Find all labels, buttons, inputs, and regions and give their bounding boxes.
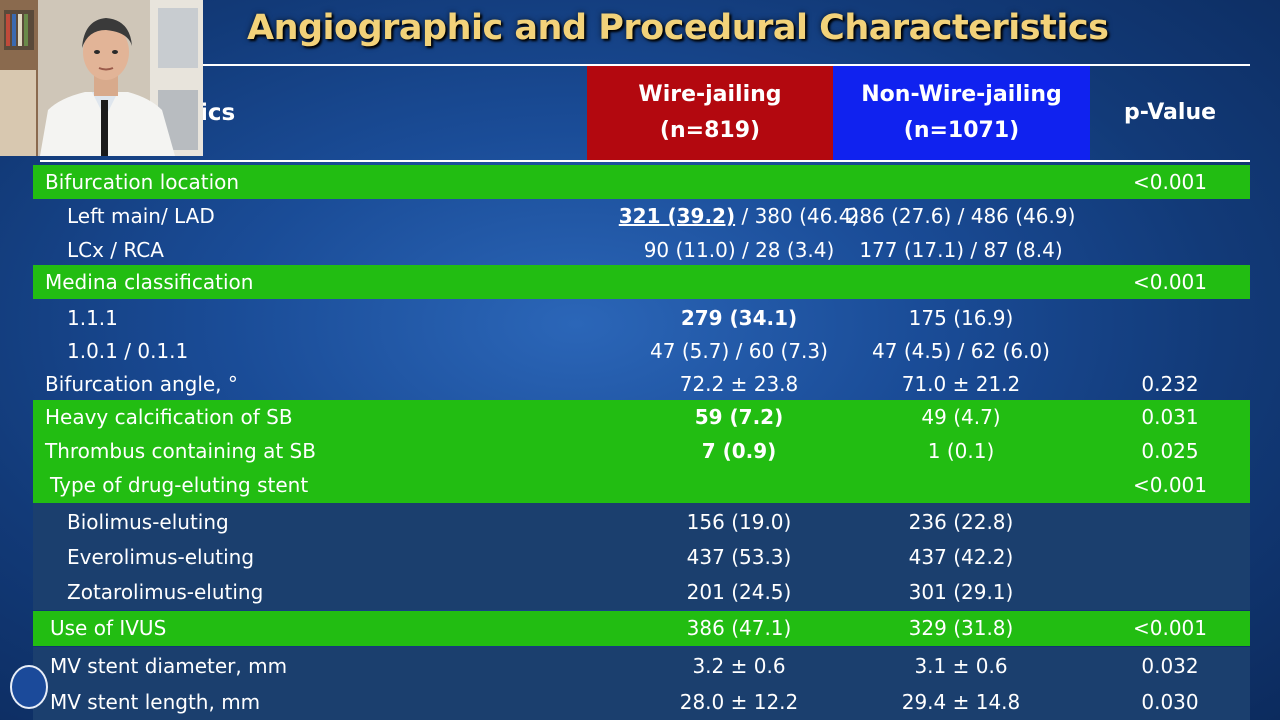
row-non-value: 3.1 ± 0.6 [914,654,1008,678]
table-row: Use of IVUS 386 (47.1) 329 (31.8) <0.001 [33,611,1250,646]
row-p-value: <0.001 [1132,473,1207,497]
row-label: Zotarolimus-eluting [67,580,264,604]
row-wire-value: 90 (11.0) / 28 (3.4) [643,238,835,262]
row-p-value: 0.025 [1141,439,1199,463]
row-non-value: 47 (4.5) / 62 (6.0) [872,339,1050,363]
row-p-value: 0.030 [1141,690,1199,714]
row-non-value: 71.0 ± 21.2 [901,372,1021,396]
row-non-value: 175 (16.9) [908,306,1014,330]
institution-logo [10,665,48,709]
row-non-value: 437 (42.2) [908,545,1014,569]
row-p-value: <0.001 [1132,170,1207,194]
row-label: Bifurcation angle, ° [45,372,238,396]
table-row: Medina classification <0.001 [33,265,1250,299]
table-row: 1.0.1 / 0.1.1 47 (5.7) / 60 (7.3) 47 (4.… [33,334,1250,368]
row-wire-value: 72.2 ± 23.8 [679,372,799,396]
table-row-group: MV stent diameter, mm 3.2 ± 0.6 3.1 ± 0.… [33,647,1250,720]
row-p-value: 0.032 [1141,654,1199,678]
row-label: 1.1.1 [67,306,118,330]
slide-title: Angiographic and Procedural Characterist… [247,8,1109,48]
row-p-value: 0.232 [1141,372,1199,396]
row-wire-value: 386 (47.1) [686,616,792,640]
row-wire-value: 7 (0.9) [701,439,777,463]
table-row: Heavy calcification of SB 59 (7.2) 49 (4… [33,400,1250,434]
table-row: 1.1.1 279 (34.1) 175 (16.9) [33,301,1250,335]
row-label: MV stent diameter, mm [50,654,288,678]
row-wire-value: 437 (53.3) [686,545,792,569]
header-non-n: (n=1071) [903,118,1020,143]
row-non-value: 329 (31.8) [908,616,1014,640]
row-label: Thrombus containing at SB [45,439,316,463]
table-row: MV stent length, mm 28.0 ± 12.2 29.4 ± 1… [33,684,1250,720]
header-non-wire-jailing: Non-Wire-jailing (n=1071) [833,66,1090,160]
row-label: LCx / RCA [67,238,164,262]
header-characteristics-label: ics [200,100,236,126]
row-wire-value: 321 (39.2) / 380 (46.4) [593,199,885,233]
row-wire-value: 3.2 ± 0.6 [692,654,786,678]
row-p-value: <0.001 [1132,616,1207,640]
table-row: Zotarolimus-eluting 201 (24.5) 301 (29.1… [33,575,1250,610]
row-label: 1.0.1 / 0.1.1 [67,339,189,363]
row-label: Type of drug-eluting stent [50,473,309,497]
row-wire-value-rest: / 380 (46.4) [735,204,860,228]
header-wire-n: (n=819) [659,118,761,143]
header-top-rule [40,64,1250,66]
row-non-value: 1 (0.1) [927,439,995,463]
table-row: Bifurcation location <0.001 [33,165,1250,199]
header-p-value: p-Value [1090,66,1250,160]
table-row: LCx / RCA 90 (11.0) / 28 (3.4) 177 (17.1… [33,233,1250,267]
row-wire-value-highlight: 321 (39.2) [618,204,736,228]
table-row: Biolimus-eluting 156 (19.0) 236 (22.8) [33,505,1250,540]
table-row-group: Heavy calcification of SB 59 (7.2) 49 (4… [33,400,1250,468]
table-row: Bifurcation angle, ° 72.2 ± 23.8 71.0 ± … [33,367,1250,401]
row-wire-value: 201 (24.5) [686,580,792,604]
header-p-label: p-Value [1123,100,1217,125]
header-wire-jailing: Wire-jailing (n=819) [587,66,833,160]
table-row: MV stent diameter, mm 3.2 ± 0.6 3.1 ± 0.… [33,648,1250,684]
presenter-webcam-video [0,0,203,156]
row-non-value: 49 (4.7) [921,405,1001,429]
presenter-image [0,0,203,156]
table-row: Thrombus containing at SB 7 (0.9) 1 (0.1… [33,434,1250,468]
row-non-value: 236 (22.8) [908,510,1014,534]
table-row: Everolimus-eluting 437 (53.3) 437 (42.2) [33,540,1250,575]
header-non-title: Non-Wire-jailing [861,82,1062,107]
row-label: Heavy calcification of SB [45,405,293,429]
row-wire-value: 59 (7.2) [694,405,784,429]
table-row-group: Biolimus-eluting 156 (19.0) 236 (22.8) E… [33,503,1250,610]
row-wire-value: 47 (5.7) / 60 (7.3) [650,339,828,363]
row-label: Use of IVUS [50,616,167,640]
row-non-value: 286 (27.6) / 486 (46.9) [846,204,1076,228]
row-p-value: 0.031 [1141,405,1199,429]
row-label: MV stent length, mm [50,690,261,714]
row-non-value: 29.4 ± 14.8 [901,690,1021,714]
row-label: Everolimus-eluting [67,545,255,569]
row-label: Bifurcation location [45,170,240,194]
row-non-value: 301 (29.1) [908,580,1014,604]
row-wire-value: 28.0 ± 12.2 [679,690,799,714]
row-non-value: 177 (17.1) / 87 (8.4) [859,238,1063,262]
row-label: Biolimus-eluting [67,510,229,534]
header-wire-title: Wire-jailing [638,82,782,107]
row-label: Medina classification [45,270,254,294]
table-row: Type of drug-eluting stent <0.001 [33,468,1250,503]
table-row: Left main/ LAD 321 (39.2) / 380 (46.4) 2… [33,199,1250,233]
row-wire-value: 279 (34.1) [680,306,798,330]
row-label: Left main/ LAD [67,204,215,228]
row-p-value: <0.001 [1132,270,1207,294]
header-bottom-rule [40,160,1250,162]
row-wire-value: 156 (19.0) [686,510,792,534]
